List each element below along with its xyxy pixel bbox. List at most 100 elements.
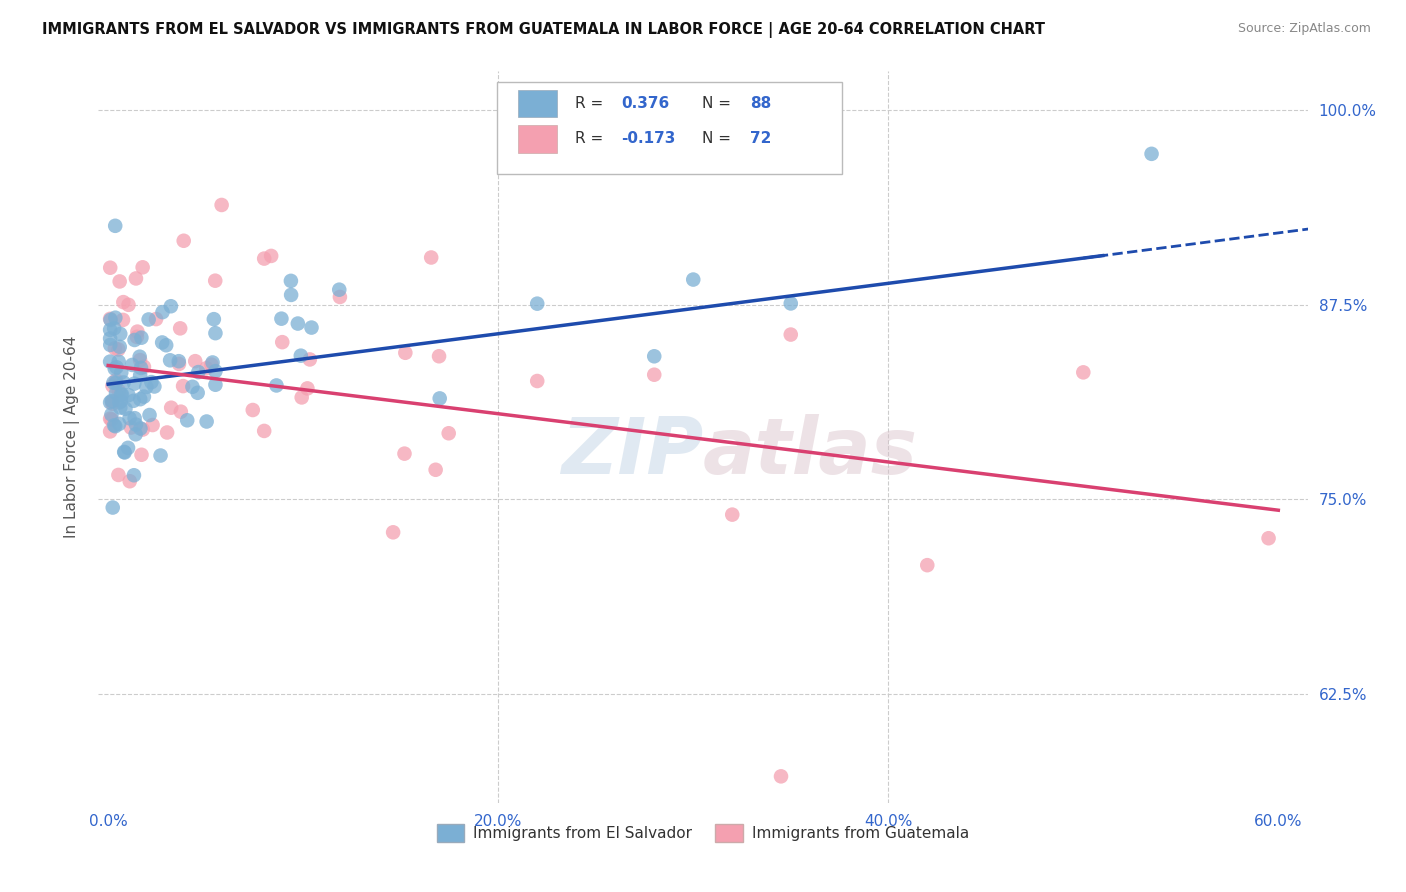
Point xyxy=(100,313,122,327)
Point xyxy=(769,769,792,783)
Text: 88: 88 xyxy=(751,96,772,111)
Point xyxy=(181,380,204,394)
Text: R =: R = xyxy=(575,96,607,111)
Point xyxy=(917,558,939,573)
Point xyxy=(170,405,193,419)
Point xyxy=(111,313,134,327)
Point xyxy=(131,331,153,345)
Point xyxy=(187,365,209,379)
Point xyxy=(204,377,226,392)
Point xyxy=(290,349,312,363)
Point xyxy=(129,392,152,407)
Text: 72: 72 xyxy=(751,131,772,146)
Point xyxy=(108,340,131,354)
Point xyxy=(122,468,145,483)
Point xyxy=(253,252,276,266)
Point xyxy=(167,354,190,368)
Point xyxy=(187,385,209,400)
Point xyxy=(211,198,233,212)
Point xyxy=(105,360,128,375)
Point xyxy=(1257,531,1279,545)
Point xyxy=(145,312,167,326)
Point xyxy=(420,251,443,265)
Point xyxy=(176,413,198,427)
Point xyxy=(143,379,166,393)
Point xyxy=(280,288,302,302)
Text: ZIP: ZIP xyxy=(561,414,703,490)
Text: -0.173: -0.173 xyxy=(621,131,675,146)
Point xyxy=(117,388,139,402)
Point xyxy=(98,338,121,352)
Point xyxy=(107,467,129,482)
FancyBboxPatch shape xyxy=(517,125,557,153)
Text: N =: N = xyxy=(702,96,735,111)
Point xyxy=(1071,365,1094,379)
Point xyxy=(131,448,153,462)
Point xyxy=(132,390,155,404)
Point xyxy=(429,392,451,406)
Point xyxy=(253,424,276,438)
Point xyxy=(129,421,152,435)
Point xyxy=(173,234,195,248)
Point xyxy=(122,393,145,408)
Point xyxy=(124,333,146,347)
Point xyxy=(167,357,190,371)
Point xyxy=(129,353,152,368)
Point xyxy=(280,274,302,288)
Point xyxy=(101,397,124,411)
Point xyxy=(98,411,121,425)
Point xyxy=(124,427,146,442)
Point xyxy=(184,354,207,368)
Point xyxy=(204,364,226,378)
Point xyxy=(104,310,127,325)
Point xyxy=(526,374,548,388)
Point xyxy=(114,401,136,416)
Point xyxy=(104,376,127,390)
Point xyxy=(156,425,179,440)
Point xyxy=(104,342,127,356)
Point xyxy=(287,317,309,331)
Point xyxy=(124,411,146,425)
Point xyxy=(107,343,129,357)
Point xyxy=(328,283,350,297)
Point xyxy=(195,361,218,376)
Point xyxy=(107,354,129,368)
Point xyxy=(138,408,160,422)
Point xyxy=(425,463,447,477)
Y-axis label: In Labor Force | Age 20-64: In Labor Force | Age 20-64 xyxy=(63,336,80,538)
Point xyxy=(172,379,194,393)
Point xyxy=(101,394,124,409)
Point xyxy=(242,403,264,417)
Point xyxy=(271,335,294,350)
Point xyxy=(138,312,160,326)
Point xyxy=(155,338,177,352)
Point xyxy=(301,320,323,334)
Point xyxy=(260,249,283,263)
Point xyxy=(160,299,183,313)
Point xyxy=(125,271,148,285)
Point xyxy=(110,326,132,341)
Point xyxy=(141,375,163,389)
Legend: Immigrants from El Salvador, Immigrants from Guatemala: Immigrants from El Salvador, Immigrants … xyxy=(430,818,976,847)
Point xyxy=(101,393,124,408)
Text: Source: ZipAtlas.com: Source: ZipAtlas.com xyxy=(1237,22,1371,36)
Point xyxy=(643,349,665,363)
Point xyxy=(129,360,152,375)
Point xyxy=(108,384,131,398)
Point xyxy=(98,311,121,326)
Point xyxy=(100,412,122,426)
Point xyxy=(110,401,132,415)
Point xyxy=(117,441,139,455)
Point xyxy=(202,312,225,326)
Point xyxy=(98,331,121,345)
Point xyxy=(104,419,127,434)
Point xyxy=(297,381,319,395)
Point xyxy=(779,296,801,310)
Point xyxy=(132,423,155,437)
FancyBboxPatch shape xyxy=(517,89,557,118)
Point xyxy=(100,408,122,422)
Point xyxy=(112,295,135,310)
Point xyxy=(329,290,352,304)
Point xyxy=(779,327,801,342)
Point xyxy=(135,380,157,394)
